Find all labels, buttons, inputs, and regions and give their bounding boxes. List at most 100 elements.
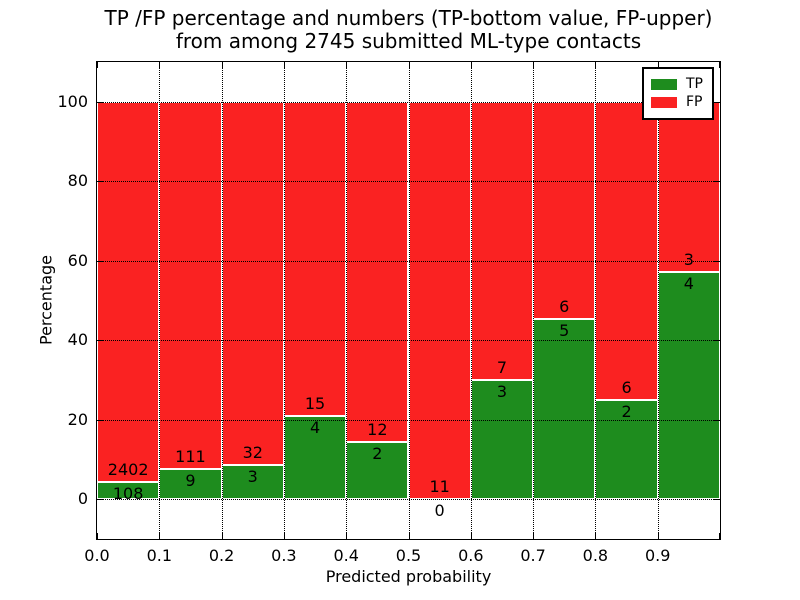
bar-tp-segment: [533, 318, 596, 500]
gridline-vertical: [283, 62, 285, 539]
fp-count-label: 2402: [107, 460, 149, 480]
bar-fp-segment: [221, 101, 284, 466]
bar-tp-segment: [283, 415, 347, 500]
x-tick-mark-top: [346, 62, 348, 68]
gridline-vertical: [221, 62, 223, 539]
y-tick-mark-right: [714, 340, 720, 342]
legend-row: TP: [651, 77, 703, 92]
y-tick-label: 40: [67, 330, 88, 350]
x-tick-mark-top: [719, 62, 720, 68]
x-tick-mark: [159, 533, 161, 539]
y-tick-mark-right: [714, 101, 720, 103]
bar-tp-segment: [97, 482, 160, 500]
x-tick-mark: [533, 533, 535, 539]
fp-count-label: 6: [621, 377, 632, 397]
x-tick-mark: [719, 533, 720, 539]
legend-row: FP: [651, 95, 703, 110]
chart-title-line2: from among 2745 submitted ML-type contac…: [175, 29, 642, 53]
y-tick-mark-right: [714, 419, 720, 421]
chart-title-line1: TP /FP percentage and numbers (TP-bottom…: [104, 6, 713, 30]
gridline-vertical: [533, 62, 535, 539]
tp-legend-swatch-icon: [651, 79, 677, 90]
x-tick-mark-top: [408, 62, 410, 68]
x-tick-mark: [221, 533, 223, 539]
tp-count-label: 5: [559, 320, 570, 340]
x-tick-label: 0.7: [520, 546, 546, 565]
y-tick-mark: [97, 181, 103, 183]
gridline-vertical: [159, 62, 161, 539]
fp-count-label: 111: [175, 447, 206, 467]
y-tick-mark-right: [714, 499, 720, 501]
x-tick-label: 0.8: [582, 546, 609, 565]
tp-count-label: 2: [372, 444, 383, 464]
y-tick-label: 0: [77, 489, 88, 509]
x-tick-mark: [346, 533, 348, 539]
gridline-vertical: [657, 62, 659, 539]
y-tick-mark: [97, 419, 103, 421]
x-tick-mark: [283, 533, 285, 539]
chart-title: TP /FP percentage and numbers (TP-bottom…: [96, 7, 721, 53]
tp-count-label: 2: [621, 401, 632, 421]
bar-fp-segment: [283, 101, 347, 416]
tp-count-label: 3: [247, 467, 258, 487]
legend: TP FP: [642, 67, 714, 120]
x-tick-mark: [595, 533, 597, 539]
x-tick-label: 0.6: [458, 546, 484, 565]
fp-count-label: 7: [496, 358, 508, 377]
y-tick-label: 60: [67, 250, 88, 270]
bar-tp-segment: [159, 469, 222, 500]
bar-fp-segment: [97, 101, 160, 483]
tp-count-label: 4: [309, 417, 321, 437]
y-tick-label: 100: [57, 91, 88, 111]
x-tick-mark-top: [533, 62, 535, 68]
x-axis-label: Predicted probability: [325, 567, 492, 586]
x-tick-mark-top: [595, 62, 597, 68]
legend-label: TP: [686, 76, 703, 92]
gridline-vertical: [595, 62, 597, 539]
x-tick-mark: [657, 533, 659, 539]
x-tick-mark: [97, 533, 98, 539]
bar-fp-segment: [595, 101, 658, 400]
bar-fp-segment: [657, 101, 720, 273]
plot-area: 2402 108 111 9 32 3 15 4 12 2 11 0 7 3 6 5 6 2 3 4 TP FP: [96, 61, 721, 540]
x-tick-label: 0.9: [644, 546, 671, 565]
fp-count-label: 15: [304, 393, 326, 413]
y-tick-mark: [97, 260, 103, 262]
bar-fp-segment: [408, 101, 471, 500]
fp-count-label: 12: [367, 420, 388, 440]
tp-count-label: 0: [434, 501, 445, 521]
tp-count-label: 9: [185, 471, 196, 491]
gridline-vertical: [408, 62, 410, 539]
bar-fp-segment: [159, 101, 222, 470]
bar-fp-segment: [533, 101, 596, 319]
bar-fp-segment: [346, 101, 409, 443]
x-tick-label: 0.2: [208, 546, 235, 565]
fp-legend-swatch-icon: [651, 97, 677, 108]
gridline-vertical: [470, 62, 472, 539]
x-tick-label: 0.4: [333, 546, 359, 565]
x-tick-mark-top: [97, 62, 98, 68]
y-tick-mark: [97, 340, 103, 342]
x-tick-mark-top: [159, 62, 161, 68]
fp-count-label: 6: [559, 296, 570, 316]
x-tick-mark-top: [221, 62, 223, 68]
tp-count-label: 4: [683, 274, 694, 294]
x-tick-mark-top: [657, 62, 659, 68]
x-tick-mark: [408, 533, 410, 539]
fp-count-label: 3: [683, 250, 694, 270]
tp-count-label: 3: [496, 382, 508, 401]
y-tick-mark: [97, 101, 103, 103]
x-tick-mark-top: [283, 62, 285, 68]
x-tick-mark: [470, 533, 472, 539]
x-tick-label: 0.5: [395, 546, 422, 565]
bar-fp-segment: [470, 101, 534, 380]
legend-label: FP: [686, 94, 703, 110]
bar-tp-segment: [470, 380, 534, 500]
x-tick-mark-top: [470, 62, 472, 68]
tp-count-label: 108: [112, 484, 144, 504]
bar-tp-segment: [657, 272, 720, 500]
bar-tp-segment: [346, 442, 409, 500]
y-tick-label: 20: [67, 409, 88, 429]
fp-count-label: 11: [429, 477, 450, 497]
